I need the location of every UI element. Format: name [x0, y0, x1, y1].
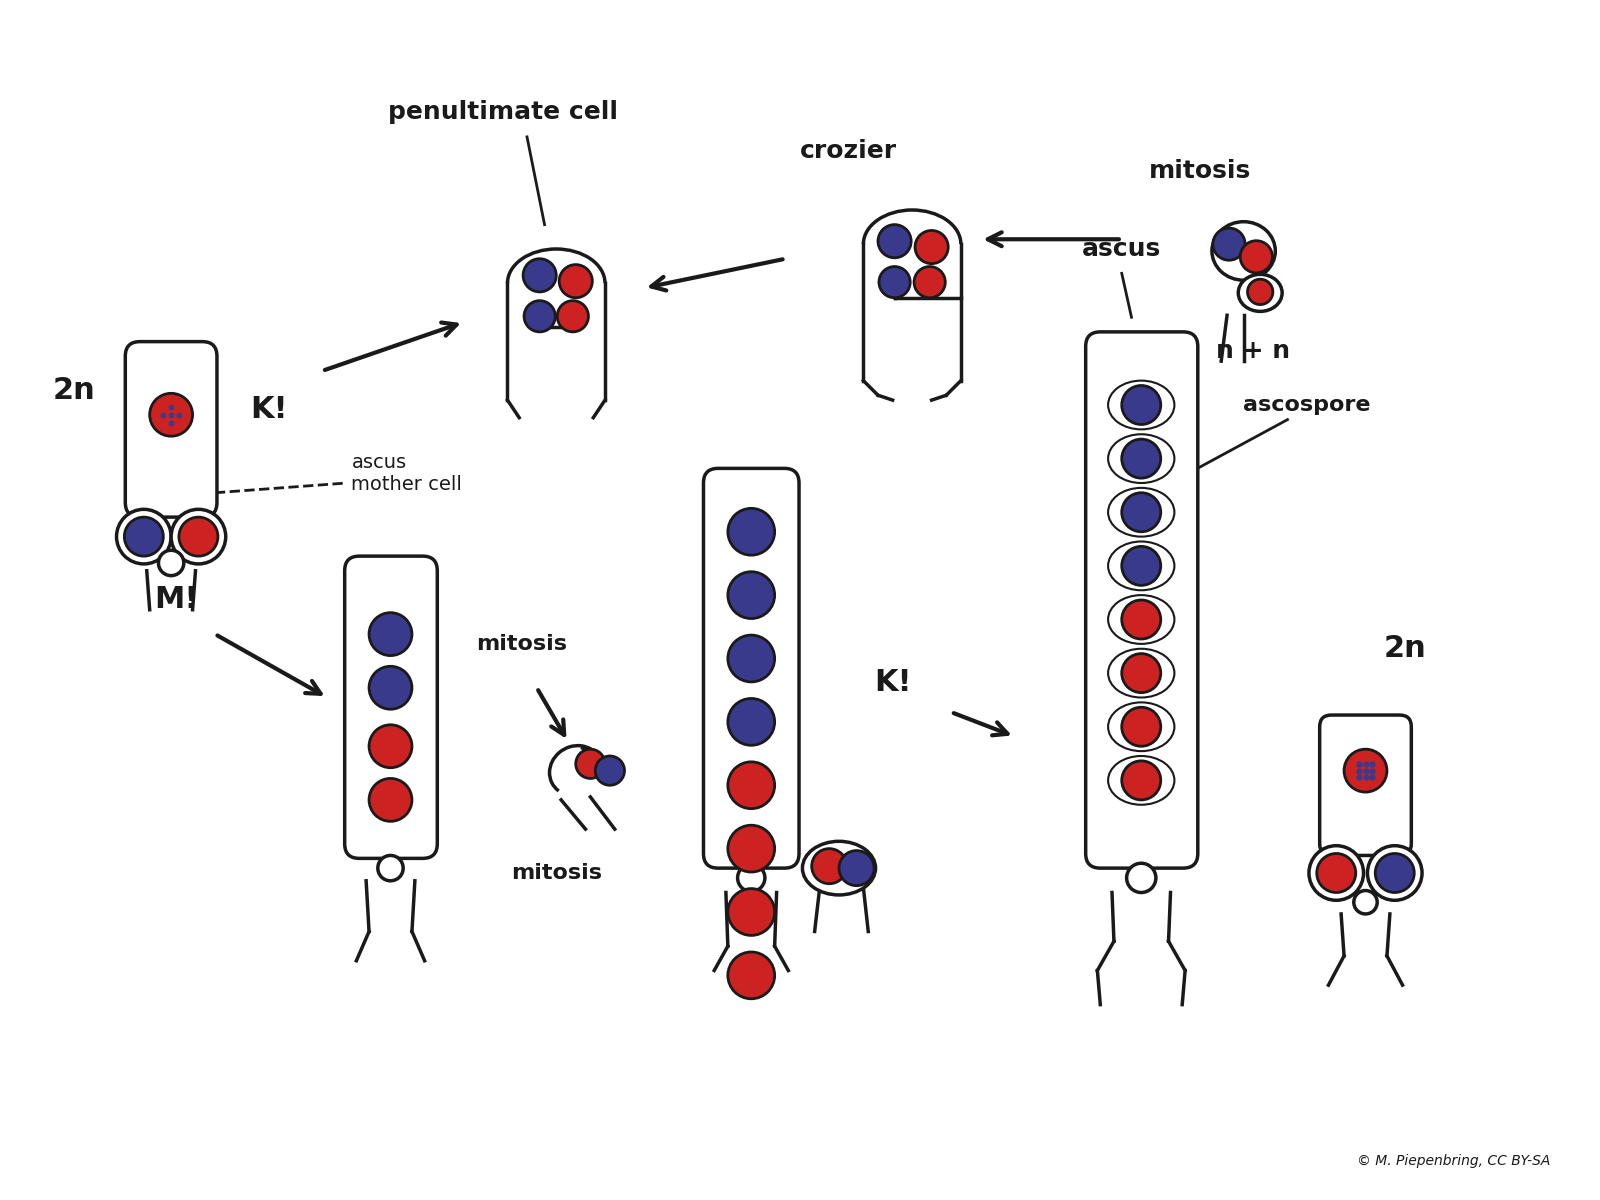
- Circle shape: [576, 749, 605, 779]
- Circle shape: [1122, 707, 1160, 746]
- Ellipse shape: [1109, 434, 1174, 482]
- Ellipse shape: [1211, 222, 1275, 281]
- Circle shape: [158, 551, 184, 576]
- Circle shape: [1354, 890, 1378, 914]
- Text: n + n: n + n: [1216, 340, 1291, 364]
- FancyBboxPatch shape: [1320, 715, 1411, 856]
- Circle shape: [728, 762, 774, 809]
- Circle shape: [150, 394, 192, 437]
- Circle shape: [1126, 863, 1155, 893]
- Bar: [869, 250, 957, 293]
- FancyBboxPatch shape: [1086, 332, 1198, 868]
- Circle shape: [728, 698, 774, 745]
- Ellipse shape: [1109, 702, 1174, 751]
- Circle shape: [117, 509, 171, 564]
- Circle shape: [728, 571, 774, 618]
- Circle shape: [171, 509, 226, 564]
- Circle shape: [728, 509, 774, 556]
- Text: 2n: 2n: [1382, 635, 1426, 664]
- Circle shape: [370, 725, 411, 768]
- Text: K!: K!: [250, 395, 288, 425]
- Ellipse shape: [1109, 488, 1174, 536]
- Circle shape: [1376, 853, 1414, 893]
- Circle shape: [1122, 493, 1160, 532]
- Circle shape: [915, 230, 949, 264]
- Bar: [512, 278, 600, 322]
- Circle shape: [1122, 546, 1160, 586]
- Ellipse shape: [1109, 595, 1174, 644]
- Circle shape: [370, 613, 411, 655]
- Text: K!: K!: [874, 668, 912, 697]
- Ellipse shape: [1109, 380, 1174, 430]
- Circle shape: [1240, 241, 1272, 272]
- FancyBboxPatch shape: [125, 342, 218, 517]
- Text: M!: M!: [154, 586, 198, 614]
- Circle shape: [728, 826, 774, 872]
- Text: mitosis: mitosis: [1149, 158, 1251, 182]
- FancyBboxPatch shape: [704, 468, 798, 868]
- Circle shape: [558, 264, 592, 298]
- Text: ascus: ascus: [1082, 236, 1162, 260]
- Circle shape: [914, 266, 946, 298]
- Circle shape: [370, 666, 411, 709]
- Circle shape: [1122, 761, 1160, 800]
- FancyBboxPatch shape: [344, 556, 437, 858]
- Ellipse shape: [510, 252, 603, 314]
- Circle shape: [1122, 385, 1160, 425]
- Circle shape: [1317, 853, 1355, 893]
- Circle shape: [1309, 846, 1363, 900]
- Text: 2n: 2n: [53, 376, 94, 404]
- Text: penultimate cell: penultimate cell: [387, 101, 618, 125]
- Circle shape: [1344, 749, 1387, 792]
- Circle shape: [179, 517, 218, 556]
- Circle shape: [728, 888, 774, 936]
- Circle shape: [728, 635, 774, 682]
- Text: ascospore: ascospore: [1243, 395, 1371, 415]
- Text: mitosis: mitosis: [510, 863, 602, 883]
- Circle shape: [595, 756, 624, 785]
- Circle shape: [525, 301, 555, 332]
- Circle shape: [838, 851, 874, 886]
- Circle shape: [738, 864, 765, 892]
- Circle shape: [878, 224, 910, 258]
- Circle shape: [557, 301, 589, 332]
- Text: crozier: crozier: [800, 139, 898, 163]
- Circle shape: [523, 259, 557, 292]
- Text: © M. Piepenbring, CC BY-SA: © M. Piepenbring, CC BY-SA: [1357, 1153, 1550, 1168]
- Text: ascus
mother cell: ascus mother cell: [352, 452, 462, 493]
- Ellipse shape: [866, 217, 958, 281]
- Circle shape: [1368, 846, 1422, 900]
- Circle shape: [125, 517, 163, 556]
- Circle shape: [1122, 654, 1160, 692]
- Circle shape: [878, 266, 910, 298]
- Circle shape: [378, 856, 403, 881]
- Circle shape: [1122, 439, 1160, 478]
- Ellipse shape: [803, 841, 875, 895]
- Circle shape: [1213, 228, 1245, 260]
- Text: mitosis: mitosis: [477, 634, 568, 654]
- Circle shape: [1122, 600, 1160, 638]
- Ellipse shape: [1109, 649, 1174, 697]
- Ellipse shape: [1109, 541, 1174, 590]
- Circle shape: [811, 848, 846, 883]
- Ellipse shape: [1238, 275, 1282, 312]
- Circle shape: [1248, 280, 1274, 305]
- Circle shape: [728, 952, 774, 998]
- Circle shape: [370, 779, 411, 821]
- Ellipse shape: [1109, 756, 1174, 805]
